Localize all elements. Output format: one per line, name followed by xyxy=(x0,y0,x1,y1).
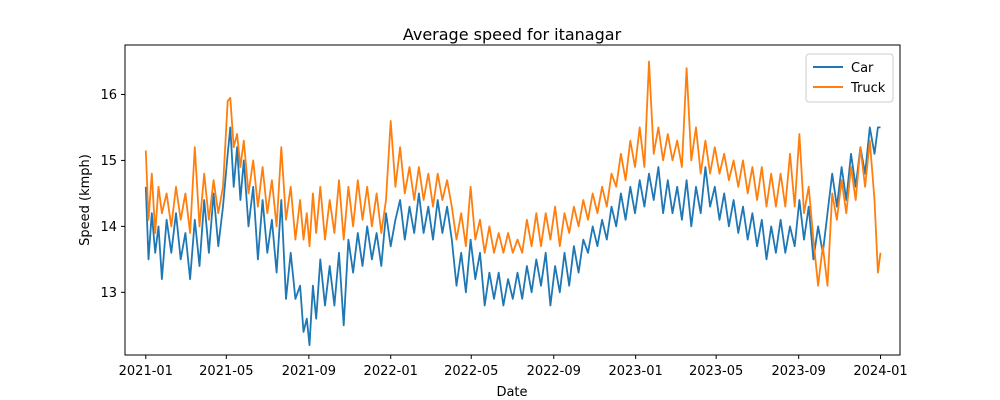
series-line-truck xyxy=(144,60,882,287)
legend-label-truck: Truck xyxy=(850,81,886,96)
plot-frame xyxy=(124,44,901,356)
x-tick-label: 2022-05 xyxy=(444,364,498,379)
x-axis-ticks: 2021-01 2021-05 2021-09 2022-01 2022-05 2022-… xyxy=(119,355,908,379)
legend: Car Truck xyxy=(805,53,894,103)
x-tick-label: 2023-05 xyxy=(689,364,743,379)
x-tick-label: 2021-05 xyxy=(199,364,253,379)
x-tick-label: 2024-01 xyxy=(853,364,907,379)
series-line-car xyxy=(144,126,881,346)
y-tick-label: 13 xyxy=(100,286,117,301)
y-axis-label: Speed (kmph) xyxy=(78,154,93,246)
x-tick-label: 2022-09 xyxy=(527,364,581,379)
x-tick-label: 2021-09 xyxy=(282,364,336,379)
x-tick-label: 2023-09 xyxy=(772,364,826,379)
x-tick-label: 2021-01 xyxy=(119,364,173,379)
y-tick-label: 14 xyxy=(100,220,117,235)
series-layer xyxy=(144,60,882,346)
y-tick-label: 15 xyxy=(100,154,117,169)
y-axis-ticks: 13 14 15 16 xyxy=(100,88,125,301)
y-tick-label: 16 xyxy=(100,88,117,103)
legend-label-car: Car xyxy=(851,61,874,76)
x-tick-label: 2023-01 xyxy=(608,364,662,379)
chart-title: Average speed for itanagar xyxy=(403,25,622,44)
x-axis-label: Date xyxy=(496,385,527,400)
x-tick-label: 2022-01 xyxy=(364,364,418,379)
